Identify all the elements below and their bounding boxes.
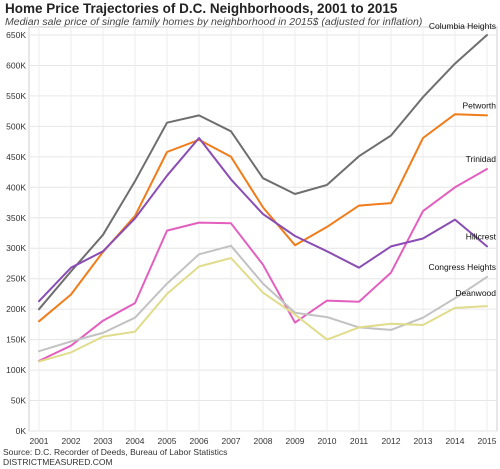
chart-title: Home Price Trajectories of D.C. Neighbor… <box>5 1 398 16</box>
x-tick-label: 2005 <box>158 436 177 446</box>
y-tick-label: 500K <box>6 121 26 131</box>
y-tick-label: 150K <box>6 335 26 345</box>
series-labels: Columbia Heights Petworth Trinidad Hillcres… <box>428 21 496 298</box>
series-label-congress-heights: Congress Heights <box>428 262 496 272</box>
site-credit: DISTRICTMEASURED.COM <box>3 457 113 467</box>
x-tick-label: 2004 <box>126 436 145 446</box>
x-tick-label: 2012 <box>382 436 401 446</box>
y-tick-label: 300K <box>6 243 26 253</box>
series-line-hillcrest <box>38 137 488 303</box>
x-tick-label: 2008 <box>254 436 273 446</box>
chart-subtitle: Median sale price of single family homes… <box>5 16 423 28</box>
y-tick-label: 200K <box>6 304 26 314</box>
y-tick-label: 400K <box>6 182 26 192</box>
y-tick-label: 450K <box>6 152 26 162</box>
source-note: Source: D.C. Recorder of Deeds, Bureau o… <box>3 447 228 457</box>
x-tick-label: 2007 <box>222 436 241 446</box>
series-label-trinidad: Trinidad <box>466 154 497 164</box>
x-tick-label: 2015 <box>478 436 497 446</box>
x-tick-label: 2001 <box>30 436 49 446</box>
series-line-congress-heights <box>38 244 488 353</box>
series-label-columbia-heights: Columbia Heights <box>429 21 496 31</box>
x-tick-label: 2013 <box>414 436 433 446</box>
x-tick-label: 2011 <box>350 436 369 446</box>
y-tick-label: 350K <box>6 213 26 223</box>
y-tick-label: 550K <box>6 91 26 101</box>
series-label-deanwood: Deanwood <box>455 288 496 298</box>
y-tick-label: 100K <box>6 365 26 375</box>
y-tick-label: 50K <box>11 396 26 406</box>
series-line-deanwood <box>38 257 488 363</box>
y-tick-label: 250K <box>6 274 26 284</box>
y-tick-label: 600K <box>6 60 26 70</box>
series-line-columbia-heights <box>38 34 488 311</box>
series-line-trinidad <box>38 168 488 362</box>
series-lines <box>38 34 488 363</box>
x-tick-label: 2006 <box>190 436 209 446</box>
x-tick-label: 2014 <box>446 436 465 446</box>
x-tick-label: 2010 <box>318 436 337 446</box>
gridlines <box>28 26 498 432</box>
axes: 0K 50K 100K 150K 200K 250K 300K 350K 400K 450K 500… <box>6 30 497 446</box>
series-label-petworth: Petworth <box>462 100 496 110</box>
x-tick-label: 2002 <box>62 436 81 446</box>
y-tick-label: 650K <box>6 30 26 40</box>
x-tick-label: 2003 <box>94 436 113 446</box>
x-tick-label: 2009 <box>286 436 305 446</box>
series-label-hillcrest: Hillcrest <box>466 231 497 241</box>
y-tick-label: 0K <box>16 426 27 436</box>
